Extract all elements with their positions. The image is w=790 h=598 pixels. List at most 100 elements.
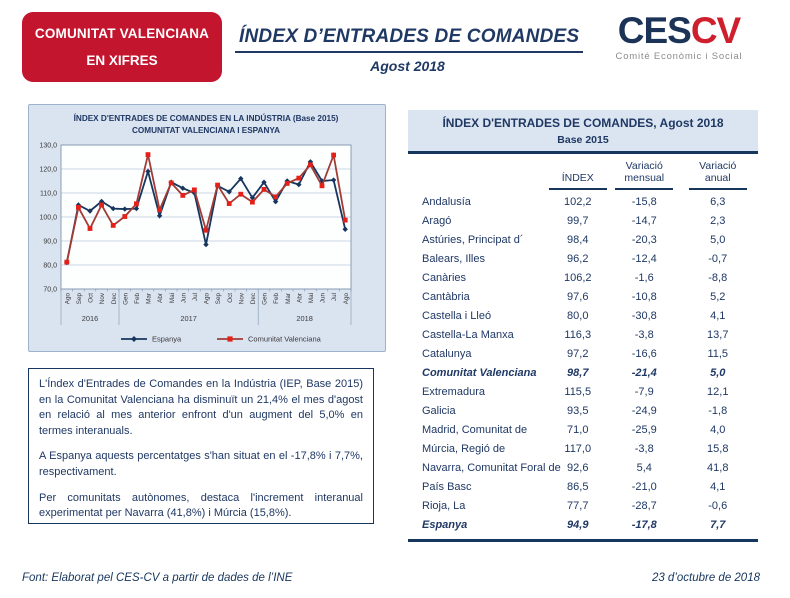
svg-text:ÍNDEX D'ENTRADES DE COMANDES E: ÍNDEX D'ENTRADES DE COMANDES EN LA INDÚS…	[74, 112, 339, 123]
table-title-band: ÍNDEX D'ENTRADES DE COMANDES, Agost 2018…	[408, 110, 758, 151]
summary-paragraph-2: A Espanya aquests percentatges s'han sit…	[39, 450, 363, 479]
table-row: Navarra, Comunitat Foral de 92,6 5,4 41,8	[408, 459, 758, 478]
row-index-value: 98,7	[567, 367, 589, 380]
svg-text:Dec: Dec	[111, 293, 118, 304]
table-top-rule	[408, 151, 758, 154]
svg-text:Mai: Mai	[169, 293, 176, 303]
table-row: Catalunya 97,2 -16,6 11,5	[408, 345, 758, 364]
row-region-name: País Basc	[422, 481, 472, 494]
badge-line2: EN XIFRES	[86, 53, 158, 68]
svg-text:Jul: Jul	[192, 293, 199, 301]
svg-text:Feb: Feb	[273, 293, 280, 304]
table-row: Madrid, Comunitat de 71,0 -25,9 4,0	[408, 421, 758, 440]
row-index-value: 93,5	[567, 405, 589, 418]
logo-cv-text: CV	[690, 10, 741, 51]
row-region-name: Madrid, Comunitat de	[422, 424, 528, 437]
table-row: Extremadura 115,5 -7,9 12,1	[408, 383, 758, 402]
column-header-empty	[408, 160, 545, 191]
row-monthly-variation: -3,8	[634, 329, 654, 342]
column-header-annual-rule	[688, 187, 747, 191]
svg-text:Gen: Gen	[262, 293, 269, 305]
table-row: Espanya 94,9 -17,8 7,7	[408, 516, 758, 535]
row-monthly-variation: -20,3	[631, 234, 657, 247]
svg-text:Ago: Ago	[343, 293, 350, 305]
row-annual-variation: 5,0	[710, 367, 726, 380]
column-header-annual: Variació anual	[678, 160, 759, 191]
row-region-name: Astúries, Principat d´	[422, 234, 524, 247]
footer-date: 23 d’octubre de 2018	[651, 572, 760, 584]
row-index-value: 116,3	[564, 329, 592, 342]
column-header-monthly-rule	[615, 187, 674, 191]
svg-text:Oct: Oct	[227, 293, 234, 303]
row-annual-variation: 5,0	[710, 234, 726, 247]
row-region-name: Espanya	[422, 519, 468, 532]
svg-text:100,0: 100,0	[39, 214, 57, 221]
row-index-value: 86,5	[567, 481, 589, 494]
row-index-value: 106,2	[563, 272, 592, 285]
svg-text:2018: 2018	[296, 314, 312, 323]
row-annual-variation: 4,1	[710, 310, 726, 323]
row-index-value: 102,2	[563, 196, 592, 209]
cescv-logo: CESCV Comité Econòmic i Social	[594, 10, 764, 63]
svg-text:Abr: Abr	[157, 293, 164, 303]
row-region-name: Múrcia, Regió de	[422, 443, 506, 456]
row-annual-variation: 15,8	[707, 443, 729, 456]
row-index-value: 77,7	[567, 500, 589, 513]
orders-index-line-chart: ÍNDEX D'ENTRADES DE COMANDES EN LA INDÚS…	[28, 104, 386, 352]
summary-text-box: L'Índex d'Entrades de Comandes en la Ind…	[28, 368, 374, 524]
svg-text:Nov: Nov	[238, 292, 245, 304]
page-footer: Font: Elaborat pel CES-CV a partir de da…	[22, 572, 760, 584]
svg-text:Comunitat Valenciana: Comunitat Valenciana	[248, 335, 322, 344]
row-monthly-variation: -7,9	[634, 386, 654, 399]
table-row: Cantàbria 97,6 -10,8 5,2	[408, 288, 758, 307]
svg-text:Espanya: Espanya	[152, 335, 182, 344]
row-index-value: 99,7	[567, 215, 589, 228]
row-annual-variation: -0,7	[708, 253, 728, 266]
logo-tagline: Comité Econòmic i Social	[615, 51, 743, 62]
title-block: ÍNDEX D’ENTRADES DE COMANDES Agost 2018	[235, 26, 584, 74]
row-annual-variation: 4,1	[710, 481, 726, 494]
row-annual-variation: 41,8	[707, 462, 729, 475]
row-monthly-variation: -14,7	[631, 215, 657, 228]
table-row: Castella i Lleó 80,0 -30,8 4,1	[408, 307, 758, 326]
row-monthly-variation: -24,9	[631, 405, 657, 418]
row-monthly-variation: -3,8	[634, 443, 654, 456]
svg-text:Sep: Sep	[76, 293, 83, 305]
column-header-annual-label: Variació anual	[699, 159, 737, 184]
svg-text:70,0: 70,0	[43, 286, 57, 293]
row-annual-variation: -8,8	[708, 272, 728, 285]
row-monthly-variation: -21,4	[631, 367, 657, 380]
row-region-name: Castella i Lleó	[422, 310, 492, 323]
row-region-name: Comunitat Valenciana	[422, 367, 537, 380]
column-header-monthly-label: Variació mensual	[624, 159, 665, 184]
row-annual-variation: 4,0	[710, 424, 726, 437]
table-bottom-rule	[408, 539, 758, 542]
row-monthly-variation: -16,6	[631, 348, 657, 361]
table-row: Canàries 106,2 -1,6 -8,8	[408, 269, 758, 288]
summary-paragraph-1: L'Índex d'Entrades de Comandes en la Ind…	[39, 378, 363, 437]
row-index-value: 92,6	[567, 462, 589, 475]
row-index-value: 80,0	[567, 310, 589, 323]
svg-text:Dec: Dec	[250, 293, 257, 304]
logo-ces-text: CES	[617, 10, 692, 51]
table-row: País Basc 86,5 -21,0 4,1	[408, 478, 758, 497]
table-row: Múrcia, Regió de 117,0 -3,8 15,8	[408, 440, 758, 459]
row-region-name: Galicia	[422, 405, 456, 418]
svg-text:90,0: 90,0	[43, 238, 57, 245]
table-row: Galicia 93,5 -24,9 -1,8	[408, 402, 758, 421]
row-index-value: 97,2	[567, 348, 589, 361]
column-header-index-label: ÍNDEX	[561, 171, 594, 184]
row-monthly-variation: -10,8	[631, 291, 657, 304]
svg-text:2017: 2017	[180, 314, 196, 323]
svg-text:Ago: Ago	[204, 293, 211, 305]
svg-text:120,0: 120,0	[39, 166, 57, 173]
table-row: Rioja, La 77,7 -28,7 -0,6	[408, 497, 758, 516]
row-monthly-variation: -25,9	[631, 424, 657, 437]
row-index-value: 97,6	[567, 291, 589, 304]
row-monthly-variation: -1,6	[634, 272, 654, 285]
row-region-name: Castella-La Manxa	[422, 329, 514, 342]
table-row: Andalusía 102,2 -15,8 6,3	[408, 193, 758, 212]
row-index-value: 94,9	[567, 519, 589, 532]
svg-text:Jun: Jun	[320, 293, 327, 304]
